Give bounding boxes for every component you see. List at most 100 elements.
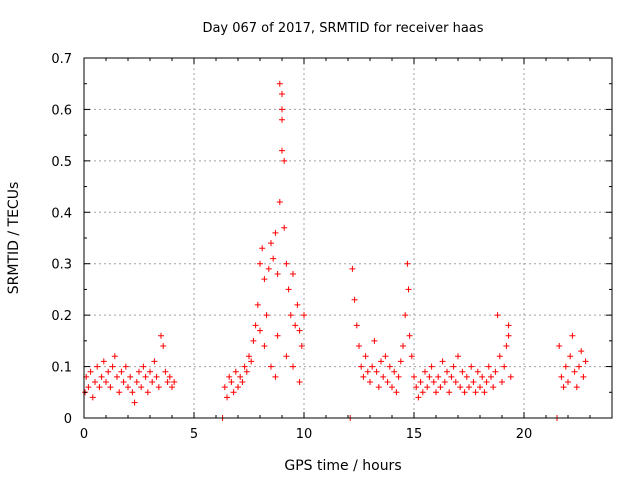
data-point bbox=[461, 389, 468, 396]
data-point bbox=[89, 394, 96, 401]
data-point bbox=[298, 343, 305, 349]
data-point bbox=[371, 337, 378, 344]
data-point bbox=[228, 379, 235, 385]
data-point bbox=[406, 332, 413, 339]
data-point bbox=[503, 343, 510, 349]
data-point bbox=[351, 296, 358, 303]
data-point bbox=[490, 384, 497, 391]
data-point bbox=[138, 384, 145, 391]
data-point bbox=[290, 363, 296, 370]
data-point bbox=[114, 373, 120, 380]
plot-frame bbox=[83, 57, 613, 419]
data-point bbox=[107, 384, 114, 391]
data-point bbox=[466, 384, 472, 391]
data-point bbox=[246, 353, 252, 360]
data-point bbox=[285, 286, 292, 293]
data-point bbox=[578, 348, 585, 355]
data-point bbox=[430, 379, 437, 385]
data-point bbox=[441, 379, 448, 385]
tick-marks bbox=[83, 57, 612, 419]
data-point bbox=[558, 373, 565, 380]
data-point bbox=[565, 379, 571, 385]
data-point bbox=[153, 373, 160, 380]
data-point bbox=[358, 363, 365, 370]
data-point bbox=[279, 116, 285, 123]
data-point bbox=[567, 353, 574, 360]
data-point bbox=[279, 91, 285, 97]
data-point bbox=[243, 368, 250, 375]
y-tick-label: 0.2 bbox=[51, 309, 72, 324]
data-point bbox=[129, 389, 136, 396]
data-point bbox=[556, 343, 563, 349]
y-tick-labels: 0 0.1 0.2 0.3 0.4 0.5 0.6 0.7 bbox=[51, 52, 72, 427]
y-tick-label: 0.1 bbox=[51, 361, 72, 376]
data-point bbox=[131, 399, 138, 406]
data-point bbox=[380, 373, 387, 380]
data-point bbox=[263, 312, 270, 319]
data-point bbox=[424, 384, 431, 391]
data-point bbox=[349, 265, 356, 272]
y-tick-label: 0.4 bbox=[51, 206, 72, 221]
data-point bbox=[393, 389, 400, 396]
data-point bbox=[281, 157, 288, 164]
data-point bbox=[386, 363, 393, 370]
x-tick-labels: 0 5 10 15 20 bbox=[80, 427, 532, 442]
data-point bbox=[428, 363, 435, 370]
data-point bbox=[485, 363, 492, 370]
data-point bbox=[483, 379, 490, 385]
data-point bbox=[294, 301, 301, 308]
data-point bbox=[576, 363, 582, 370]
data-point bbox=[241, 363, 248, 370]
data-point bbox=[477, 384, 483, 391]
data-points bbox=[82, 80, 589, 421]
data-point bbox=[96, 384, 103, 391]
grid-lines bbox=[84, 58, 612, 418]
data-point bbox=[252, 322, 259, 329]
data-point bbox=[580, 373, 587, 380]
data-point bbox=[155, 384, 162, 391]
data-point bbox=[391, 368, 398, 375]
data-point bbox=[426, 373, 433, 380]
data-point bbox=[98, 373, 105, 380]
data-point bbox=[239, 379, 246, 385]
data-point bbox=[140, 363, 147, 370]
data-point bbox=[136, 368, 142, 375]
data-point bbox=[171, 379, 178, 385]
x-tick-label: 10 bbox=[296, 427, 313, 442]
data-point bbox=[283, 260, 290, 267]
data-point bbox=[397, 358, 404, 365]
data-point bbox=[274, 332, 281, 339]
data-point bbox=[268, 240, 274, 247]
data-point bbox=[444, 368, 450, 375]
data-point bbox=[226, 373, 233, 380]
data-point bbox=[259, 245, 266, 252]
y-tick-label: 0.6 bbox=[51, 103, 72, 118]
data-point bbox=[360, 373, 367, 380]
data-point bbox=[378, 358, 384, 365]
data-point bbox=[468, 363, 475, 370]
data-point bbox=[270, 255, 277, 262]
axes bbox=[83, 57, 613, 419]
data-point bbox=[402, 312, 409, 319]
x-axis-label: GPS time / hours bbox=[284, 458, 401, 474]
data-point bbox=[272, 373, 279, 380]
data-point bbox=[582, 358, 589, 365]
data-point bbox=[261, 276, 268, 283]
data-point bbox=[369, 363, 376, 370]
data-point bbox=[272, 229, 279, 236]
data-point bbox=[147, 368, 153, 375]
data-point bbox=[373, 368, 380, 375]
y-tick-label: 0.7 bbox=[51, 52, 72, 67]
data-point bbox=[276, 80, 283, 87]
data-point bbox=[488, 373, 494, 380]
data-point bbox=[499, 379, 505, 385]
data-point bbox=[455, 353, 461, 360]
data-point bbox=[437, 384, 444, 391]
data-point bbox=[116, 389, 123, 396]
data-point bbox=[162, 368, 169, 375]
data-point bbox=[422, 368, 428, 375]
data-point bbox=[158, 332, 164, 339]
data-point bbox=[169, 384, 175, 391]
x-tick-label: 5 bbox=[190, 427, 198, 442]
x-tick-label: 0 bbox=[80, 427, 88, 442]
